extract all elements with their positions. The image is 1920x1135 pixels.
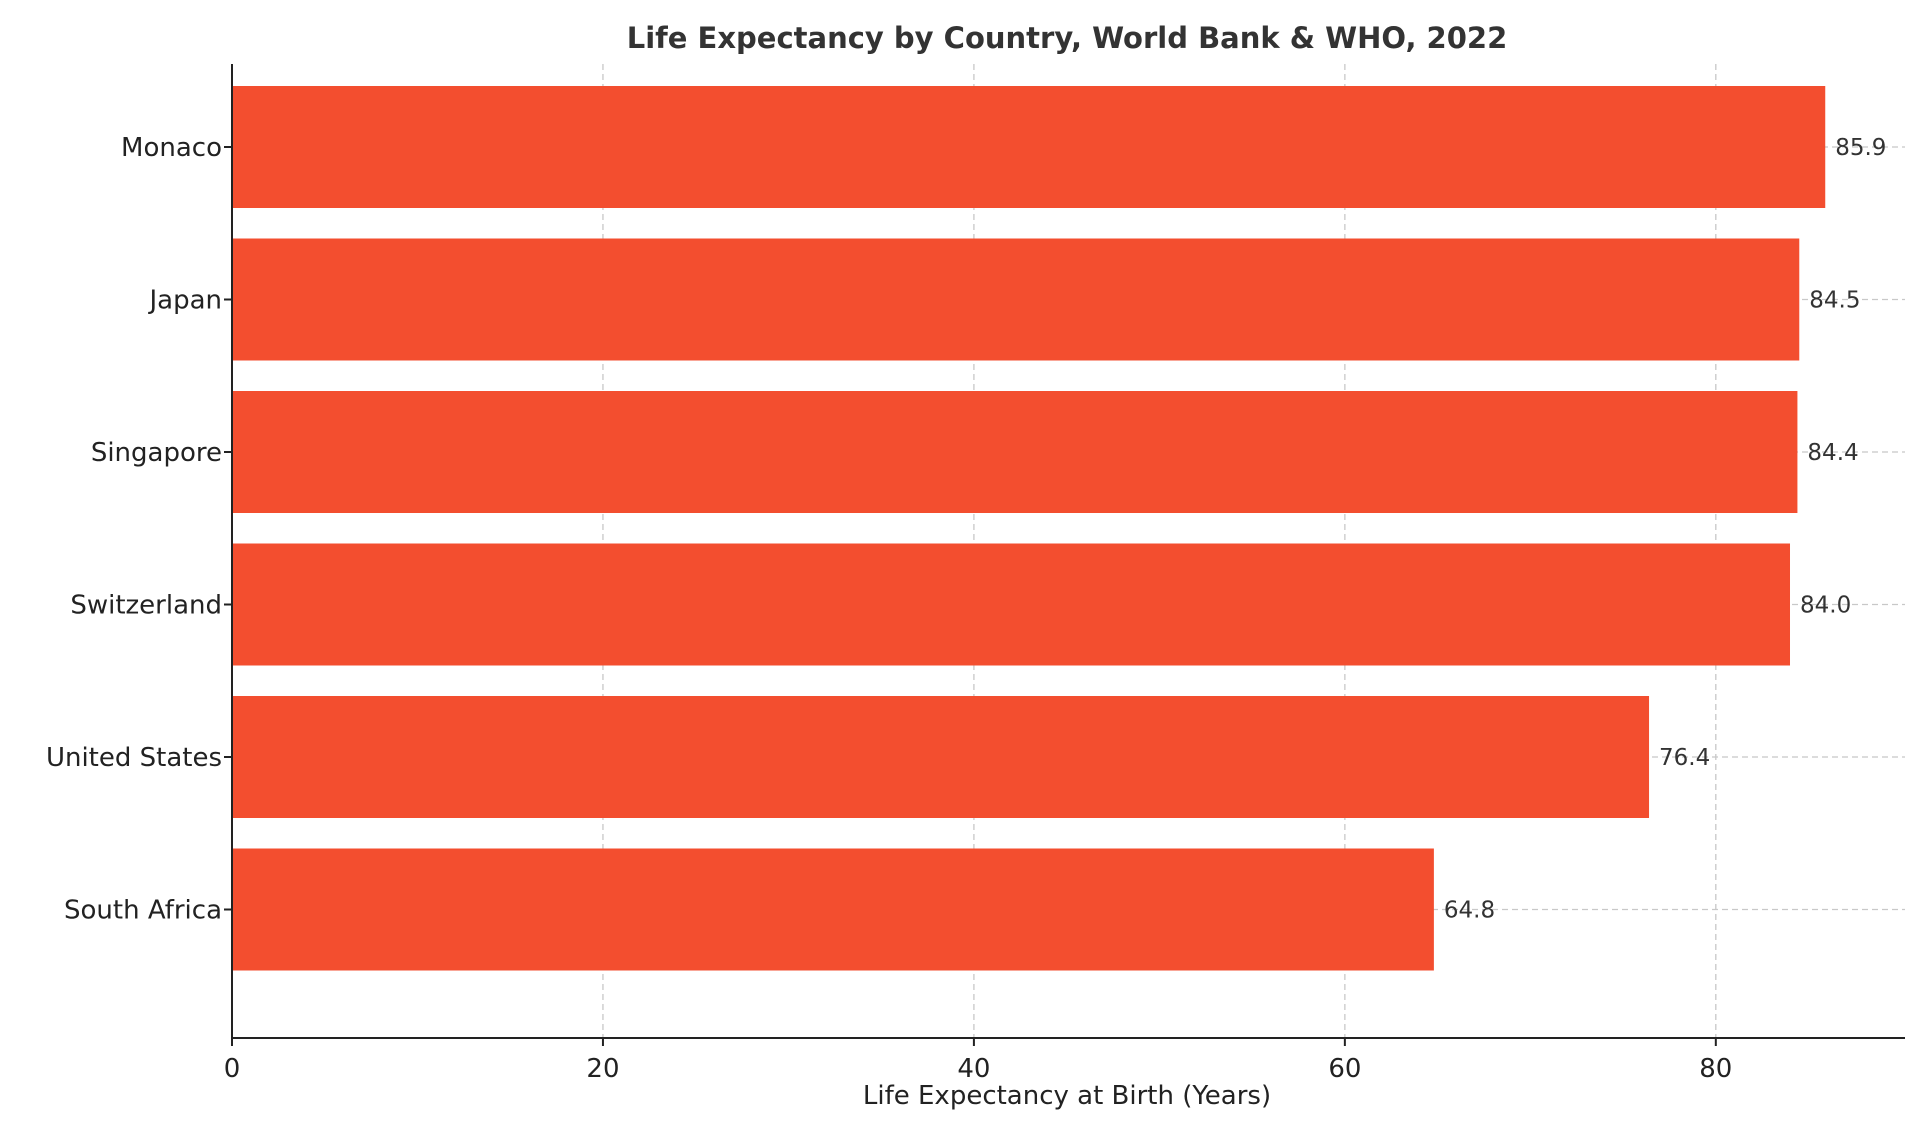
bar [232,848,1434,971]
value-label: 84.5 [1809,288,1860,314]
value-label: 85.9 [1835,135,1886,161]
x-axis-ticks: 0 20 40 60 80 [224,1038,1732,1084]
x-tick-label: 40 [957,1054,990,1084]
bar [232,543,1791,666]
y-tick-label: Switzerland [70,591,222,621]
value-label: 84.4 [1807,440,1858,466]
bars [232,86,1826,971]
value-label: 64.8 [1444,898,1495,924]
x-tick-label: 80 [1699,1054,1732,1084]
bar [232,238,1800,361]
bar [232,86,1826,208]
x-tick-label: 20 [586,1054,619,1084]
axes [231,64,1905,1039]
y-axis-ticks: Monaco Japan Singapore Switzerland United St… [46,133,232,926]
y-tick-label: Japan [147,286,222,316]
y-tick-label: United States [46,743,222,773]
value-label: 84.0 [1800,593,1851,619]
value-labels: 85.9 84.5 84.4 84.0 76.4 64.8 [1444,135,1887,924]
bar [232,696,1650,818]
x-axis-label: Life Expectancy at Birth (Years) [863,1081,1271,1111]
bar [232,391,1798,513]
chart-title: Life Expectancy by Country, World Bank &… [627,21,1508,55]
value-label: 76.4 [1659,745,1710,771]
x-tick-label: 0 [224,1054,241,1084]
y-tick-label: Singapore [91,438,222,468]
y-tick-label: South Africa [64,896,222,926]
y-tick-label: Monaco [121,133,222,163]
x-tick-label: 60 [1328,1054,1361,1084]
